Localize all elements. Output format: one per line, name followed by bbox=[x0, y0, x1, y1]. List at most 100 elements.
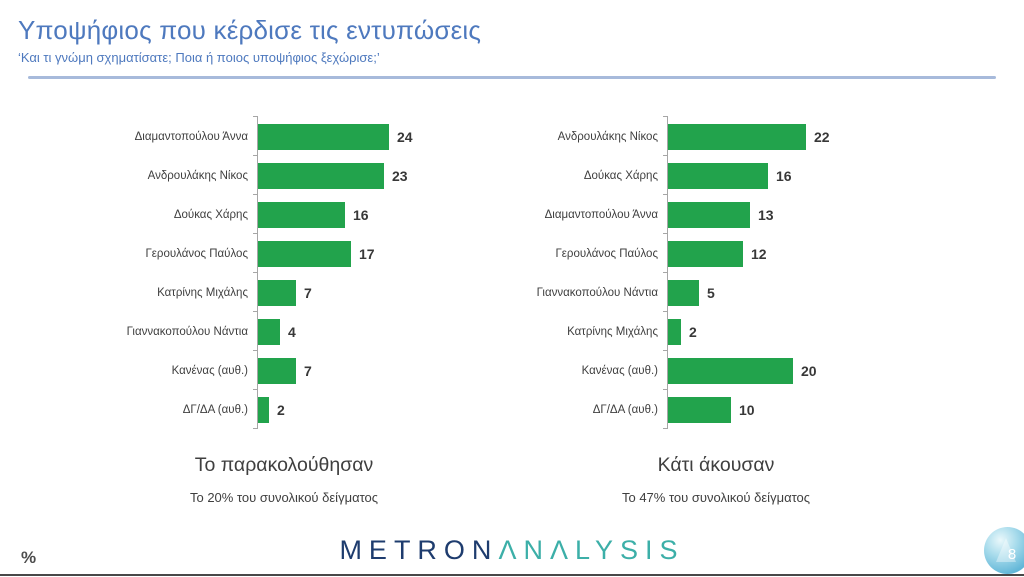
bar bbox=[258, 318, 280, 345]
plot-area: 16 bbox=[253, 194, 512, 234]
value-label: 10 bbox=[739, 401, 755, 418]
plot-area: 24 bbox=[253, 116, 512, 156]
bottom-border-line bbox=[0, 574, 1024, 576]
bar bbox=[258, 162, 384, 189]
percent-unit-note: % bbox=[21, 548, 37, 567]
category-label: Γερουλάνος Παύλος bbox=[145, 247, 248, 260]
page-number-badge: 8 bbox=[984, 527, 1024, 574]
plot-area: 16 bbox=[663, 155, 1024, 195]
category-label: Ανδρουλάκης Νίκος bbox=[557, 130, 658, 143]
bar bbox=[668, 240, 743, 267]
value-label: 2 bbox=[277, 401, 285, 418]
caption-block: Κάτι άκουσαν Το 47% του συνολικού δείγμα… bbox=[516, 454, 916, 505]
plot-area: 17 bbox=[253, 233, 512, 273]
category-label: ΔΓ/ΔΑ (αυθ.) bbox=[182, 403, 248, 416]
plot-area: 2 bbox=[253, 389, 512, 429]
bar-row: Ανδρουλάκης Νίκος 23 bbox=[0, 155, 512, 195]
bar-row: Γερουλάνος Παύλος 12 bbox=[512, 233, 1024, 273]
category-label: Γιαννακοπούλου Νάντια bbox=[126, 325, 248, 338]
value-label: 4 bbox=[288, 323, 296, 340]
chart-watched: Διαμαντοπούλου Άννα 24 Ανδρουλάκης Νίκος 23… bbox=[0, 116, 512, 505]
value-label: 7 bbox=[304, 284, 312, 301]
page-title: Υποψήφιος που κέρδισε τις εντυπώσεις bbox=[18, 15, 482, 45]
category-label: ΔΓ/ΔΑ (αυθ.) bbox=[592, 403, 658, 416]
plot-area: 23 bbox=[253, 155, 512, 195]
category-label: Δούκας Χάρης bbox=[173, 208, 248, 221]
bar-row: Κατρίνης Μιχάλης 7 bbox=[0, 272, 512, 312]
value-label: 22 bbox=[814, 128, 830, 145]
page-number: 8 bbox=[1007, 545, 1017, 563]
value-label: 7 bbox=[304, 362, 312, 379]
bar-row: Δούκας Χάρης 16 bbox=[512, 155, 1024, 195]
bar bbox=[258, 279, 296, 306]
bar bbox=[258, 240, 351, 267]
value-label: 17 bbox=[359, 245, 375, 262]
bar bbox=[668, 357, 793, 384]
bar-row: Ανδρουλάκης Νίκος 22 bbox=[512, 116, 1024, 156]
plot-area: 5 bbox=[663, 272, 1024, 312]
bar bbox=[668, 318, 681, 345]
bar bbox=[258, 396, 269, 423]
chart-caption: Κάτι άκουσαν bbox=[657, 454, 775, 476]
bar bbox=[258, 357, 296, 384]
logo-part-metron: METRON bbox=[339, 535, 499, 565]
plot-area: 12 bbox=[663, 233, 1024, 273]
plot-area: 13 bbox=[663, 194, 1024, 234]
chart-subcaption: Το 47% του συνολικού δείγματος bbox=[621, 490, 811, 505]
bar bbox=[258, 201, 345, 228]
category-label: Ανδρουλάκης Νίκος bbox=[147, 169, 248, 182]
bar bbox=[668, 396, 731, 423]
plot-area: 20 bbox=[663, 350, 1024, 390]
value-label: 2 bbox=[689, 323, 697, 340]
category-label: Δούκας Χάρης bbox=[583, 169, 658, 182]
plot-area: 22 bbox=[663, 116, 1024, 156]
value-label: 20 bbox=[801, 362, 817, 379]
bar-row: Κατρίνης Μιχάλης 2 bbox=[512, 311, 1024, 351]
value-label: 12 bbox=[751, 245, 767, 262]
value-label: 16 bbox=[353, 206, 369, 223]
value-label: 24 bbox=[397, 128, 413, 145]
bar-row: Κανένας (αυθ.) 7 bbox=[0, 350, 512, 390]
plot-area: 7 bbox=[253, 272, 512, 312]
category-label: Κατρίνης Μιχάλης bbox=[567, 325, 658, 338]
header: Υποψήφιος που κέρδισε τις εντυπώσεις ‘Κα… bbox=[0, 0, 1024, 79]
bar-row: Διαμαντοπούλου Άννα 24 bbox=[0, 116, 512, 156]
value-label: 5 bbox=[707, 284, 715, 301]
bar-row: Γιαννακοπούλου Νάντια 5 bbox=[512, 272, 1024, 312]
bar-rows: Διαμαντοπούλου Άννα 24 Ανδρουλάκης Νίκος 23… bbox=[0, 116, 512, 429]
charts-area: Διαμαντοπούλου Άννα 24 Ανδρουλάκης Νίκος 23… bbox=[0, 116, 1024, 505]
bar bbox=[668, 162, 768, 189]
plot-area: 4 bbox=[253, 311, 512, 351]
caption-block: Το παρακολούθησαν Το 20% του συνολικού δ… bbox=[84, 454, 484, 505]
value-label: 13 bbox=[758, 206, 774, 223]
value-label: 23 bbox=[392, 167, 408, 184]
bar-row: Δούκας Χάρης 16 bbox=[0, 194, 512, 234]
bar-row: Κανένας (αυθ.) 20 bbox=[512, 350, 1024, 390]
category-label: Διαμαντοπούλου Άννα bbox=[544, 208, 658, 221]
category-label: Γερουλάνος Παύλος bbox=[555, 247, 658, 260]
metron-analysis-logo: METRONΛNΛLYSIS bbox=[0, 535, 1024, 566]
plot-area: 10 bbox=[663, 389, 1024, 429]
bar bbox=[258, 123, 389, 150]
chart-heard: Ανδρουλάκης Νίκος 22 Δούκας Χάρης 16 Διαμαντ… bbox=[512, 116, 1024, 505]
bar bbox=[668, 123, 806, 150]
category-label: Κατρίνης Μιχάλης bbox=[157, 286, 248, 299]
bar-rows: Ανδρουλάκης Νίκος 22 Δούκας Χάρης 16 Διαμαντ… bbox=[512, 116, 1024, 429]
plot-area: 2 bbox=[663, 311, 1024, 351]
bar-row: Διαμαντοπούλου Άννα 13 bbox=[512, 194, 1024, 234]
logo-part-analysis: ΛNΛLYSIS bbox=[498, 535, 685, 565]
page-subtitle: ‘Και τι γνώμη σχηματίσατε; Ποια ή ποιος … bbox=[18, 50, 380, 65]
bar bbox=[668, 279, 699, 306]
category-label: Γιαννακοπούλου Νάντια bbox=[536, 286, 658, 299]
bar-row: Γερουλάνος Παύλος 17 bbox=[0, 233, 512, 273]
category-label: Διαμαντοπούλου Άννα bbox=[134, 130, 248, 143]
bar bbox=[668, 201, 750, 228]
value-label: 16 bbox=[776, 167, 792, 184]
category-label: Κανένας (αυθ.) bbox=[581, 364, 658, 377]
bar-row: Γιαννακοπούλου Νάντια 4 bbox=[0, 311, 512, 351]
chart-subcaption: Το 20% του συνολικού δείγματος bbox=[189, 490, 379, 505]
category-label: Κανένας (αυθ.) bbox=[171, 364, 248, 377]
chart-caption: Το παρακολούθησαν bbox=[194, 454, 374, 476]
plot-area: 7 bbox=[253, 350, 512, 390]
title-divider bbox=[28, 76, 996, 79]
